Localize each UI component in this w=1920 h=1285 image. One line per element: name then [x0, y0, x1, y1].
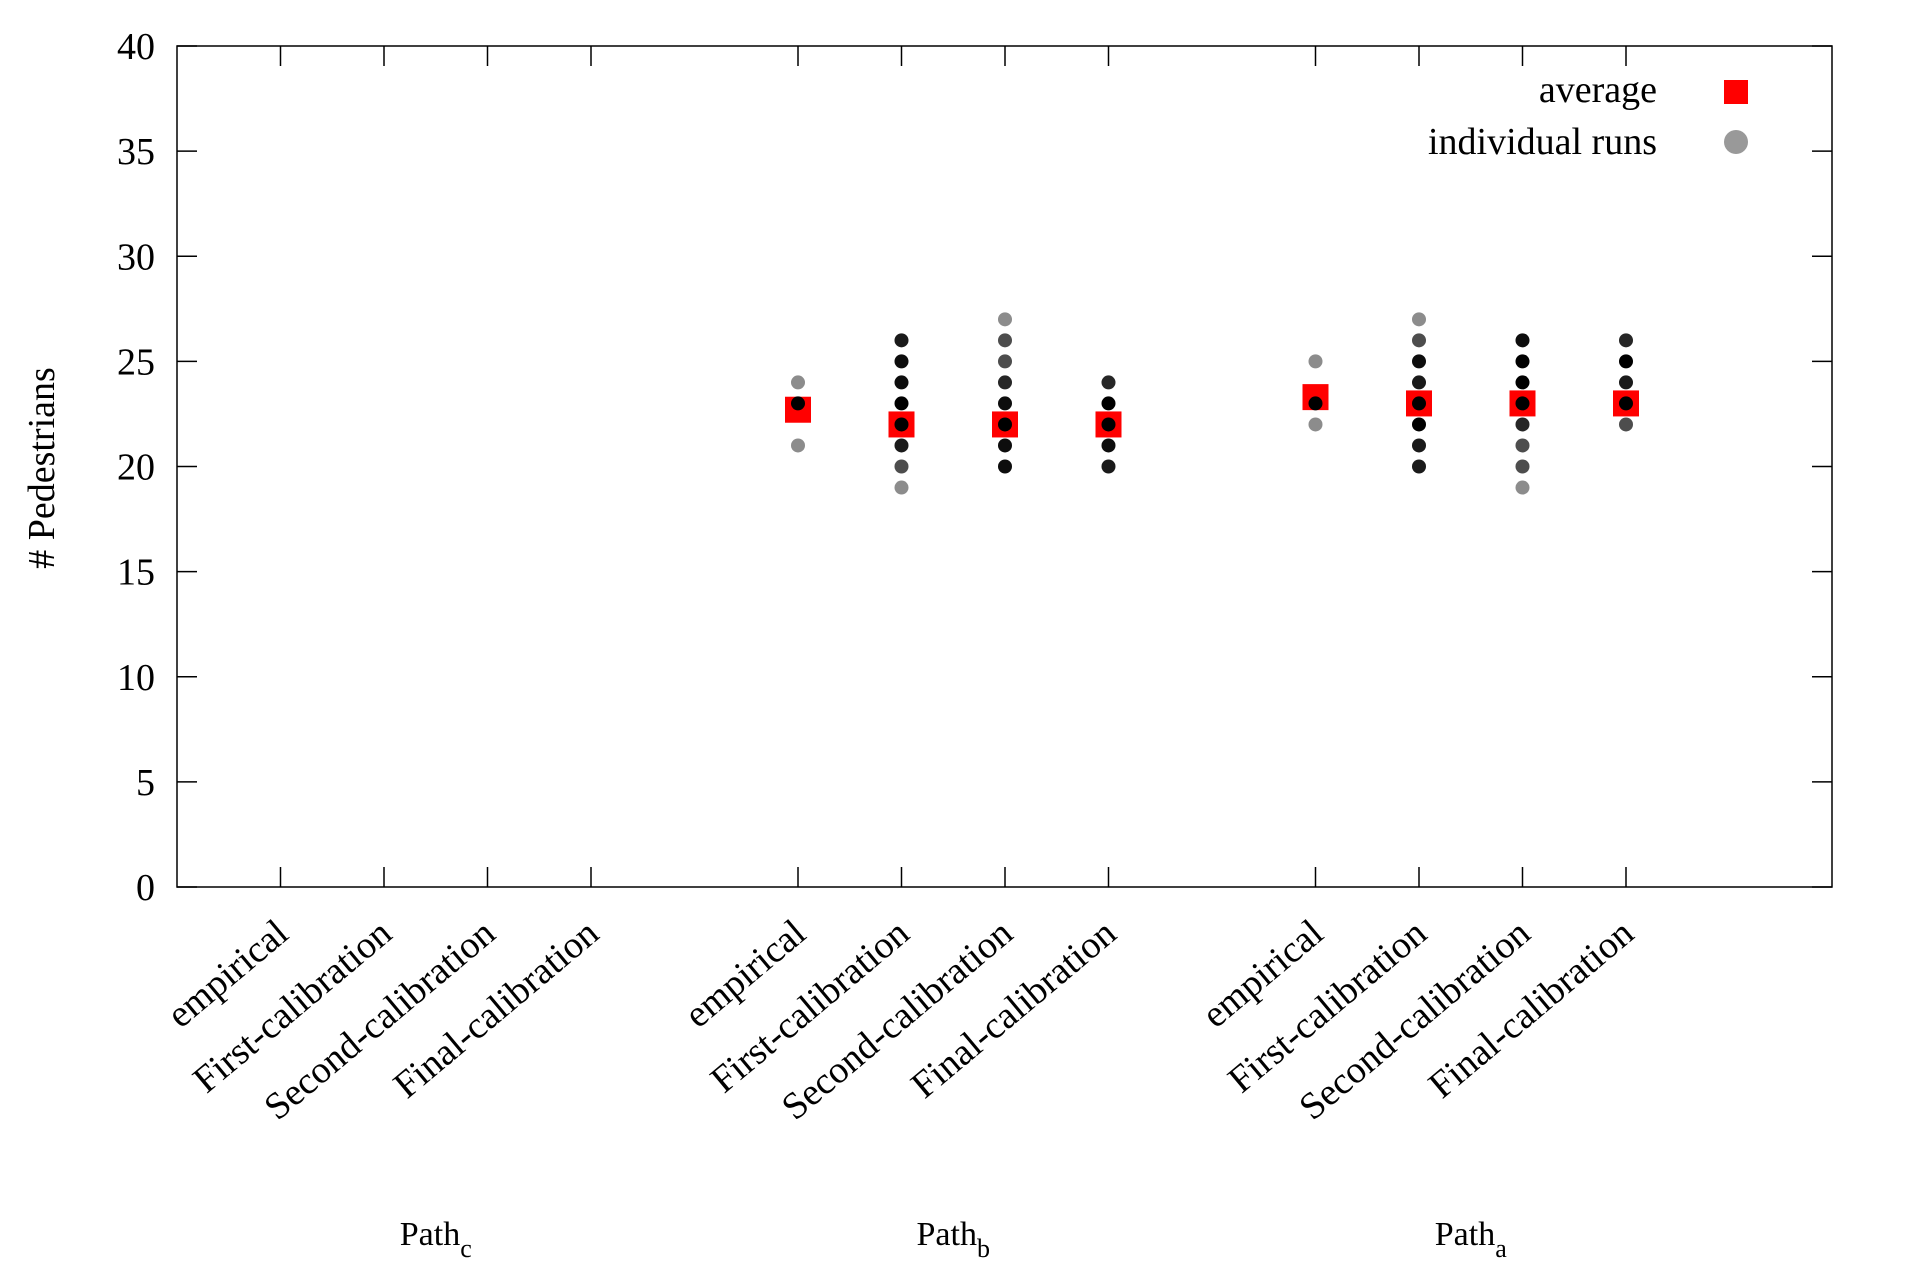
group-label: Pathc [400, 1216, 472, 1263]
run-point [791, 375, 805, 390]
y-tick-label: 40 [117, 26, 155, 68]
run-point [1101, 459, 1116, 474]
run-point [998, 459, 1012, 474]
run-point [1515, 459, 1530, 474]
y-tick-label: 0 [136, 867, 155, 909]
run-point [894, 354, 909, 369]
legend-label-average: average [1539, 69, 1657, 111]
run-point [1515, 396, 1530, 411]
run-point [1412, 333, 1426, 348]
y-tick-label: 30 [117, 236, 155, 278]
run-point [1619, 333, 1633, 348]
y-tick-label: 35 [117, 131, 155, 173]
run-point [1308, 354, 1323, 369]
y-tick-label: 10 [117, 657, 155, 699]
group-label: Patha [1435, 1216, 1507, 1263]
run-point [998, 438, 1012, 453]
run-point [1101, 375, 1116, 390]
run-point [894, 459, 909, 474]
group-label-sub: a [1495, 1234, 1507, 1263]
run-point [791, 396, 805, 411]
legend-label-runs: individual runs [1428, 121, 1657, 163]
run-point [998, 354, 1012, 369]
group-label-main: Path [400, 1216, 460, 1253]
run-point [894, 438, 909, 453]
run-point [1515, 417, 1530, 432]
run-point [998, 312, 1012, 327]
legend-average-marker [1724, 80, 1748, 104]
run-point [1412, 417, 1426, 432]
run-point [1619, 396, 1633, 411]
run-point [1308, 396, 1323, 411]
run-point [998, 417, 1012, 432]
run-point [1515, 375, 1530, 390]
run-point [791, 438, 805, 453]
group-label-main: Path [917, 1216, 977, 1253]
run-point [1412, 354, 1426, 369]
run-point [1515, 480, 1530, 495]
run-point [998, 396, 1012, 411]
y-axis-title: # Pedestrians [21, 367, 63, 569]
legend-runs-marker [1724, 130, 1748, 154]
run-point [998, 375, 1012, 390]
group-label-main: Path [1435, 1216, 1495, 1253]
run-point [1101, 438, 1116, 453]
run-point [1412, 396, 1426, 411]
group-label-sub: c [460, 1234, 472, 1263]
run-point [1308, 417, 1323, 432]
y-tick-label: 20 [117, 447, 155, 489]
run-point [894, 375, 909, 390]
run-point [1101, 396, 1116, 411]
run-point [998, 333, 1012, 348]
run-point [1101, 417, 1116, 432]
run-point [1515, 354, 1530, 369]
run-point [1515, 333, 1530, 348]
group-label-sub: b [977, 1234, 990, 1263]
run-point [1515, 438, 1530, 453]
run-point [1412, 459, 1426, 474]
run-point [894, 333, 909, 348]
run-point [1619, 375, 1633, 390]
group-label: Pathb [917, 1216, 990, 1263]
run-point [1619, 417, 1633, 432]
run-point [894, 417, 909, 432]
run-point [894, 396, 909, 411]
run-point [1412, 312, 1426, 327]
run-point [1619, 354, 1633, 369]
y-tick-label: 15 [117, 552, 155, 594]
y-tick-label: 25 [117, 341, 155, 383]
y-tick-label: 5 [136, 762, 155, 804]
run-point [1412, 438, 1426, 453]
run-point [1412, 375, 1426, 390]
run-point [894, 480, 909, 495]
